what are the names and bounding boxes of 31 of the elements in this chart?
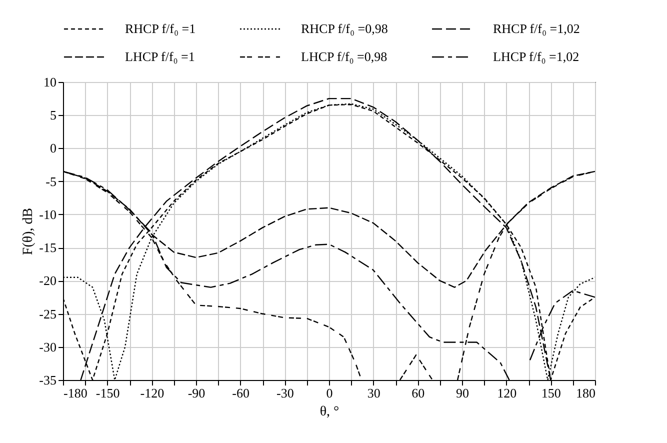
x-tick-label: -60 (232, 386, 250, 400)
legend-label: LHCP f/f₀ =0,98 (301, 49, 388, 64)
x-tick-label: 30 (367, 386, 380, 400)
legend-label: RHCP f/f₀ =1 (125, 21, 196, 36)
y-tick-label: -30 (39, 339, 56, 354)
y-tick-label: -35 (39, 372, 56, 388)
x-tick-label: 120 (497, 386, 517, 400)
x-tick-label: 180 (576, 386, 596, 400)
x-tick-label: -30 (276, 386, 294, 400)
x-tick-label: 150 (541, 386, 561, 400)
legend-label: LHCP f/f₀ =1 (125, 49, 195, 64)
legend-label: RHCP f/f₀ =1,02 (493, 21, 580, 36)
x-tick-label: 0 (326, 386, 333, 400)
y-tick-label: -15 (39, 240, 56, 256)
y-tick-label: -5 (46, 174, 56, 189)
y-tick-label: -25 (39, 306, 56, 322)
y-tick-label: -20 (39, 273, 56, 288)
legend-label: RHCP f/f₀ =0,98 (301, 21, 388, 36)
x-tick-label: -90 (188, 386, 206, 400)
x-tick-label: -120 (140, 386, 164, 400)
x-tick-label: -150 (96, 386, 120, 400)
y-tick-label: 5 (50, 108, 56, 123)
y-axis-title: F(θ), dB (21, 208, 36, 256)
y-tick-label: 0 (50, 140, 56, 156)
x-tick-label: 90 (456, 386, 469, 400)
y-tick-label: 10 (44, 74, 56, 90)
x-axis-title: θ, ° (320, 404, 340, 420)
legend-label: LHCP f/f₀ =1,02 (493, 49, 580, 64)
y-tick-label: -10 (39, 206, 56, 222)
x-tick-label: -180 (64, 386, 88, 400)
x-tick-label: 60 (412, 386, 425, 400)
